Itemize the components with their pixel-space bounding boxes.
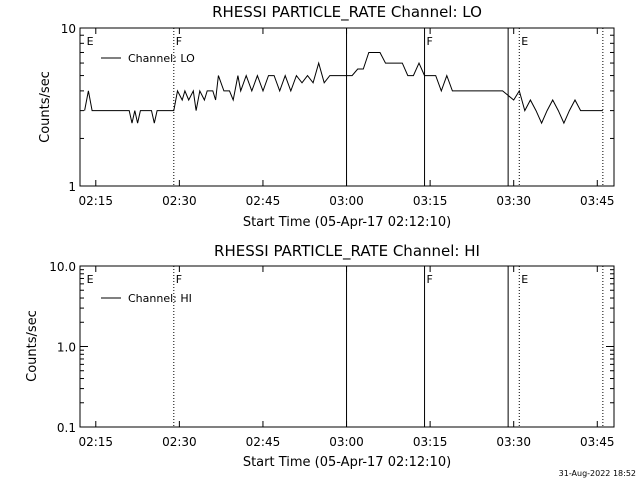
x-tick-label: 02:30 bbox=[162, 194, 197, 208]
event-marker-label: E bbox=[521, 35, 528, 48]
x-tick-label: 02:45 bbox=[246, 435, 281, 449]
y-tick-label: 0.1 bbox=[57, 421, 76, 435]
event-marker-label: F bbox=[427, 35, 433, 48]
panel-lo-legend-label: Channel: LO bbox=[128, 52, 195, 65]
panel-lo-title: RHESSI PARTICLE_RATE Channel: LO bbox=[212, 3, 482, 22]
panel-hi-marks: 02:15 02:30 02:45 03:00 03:15 03:30 03:45 0.1 1.… bbox=[49, 260, 614, 449]
series-line bbox=[84, 52, 603, 125]
panel-lo: RHESSI PARTICLE_RATE Channel: LO 02:15 02… bbox=[38, 3, 615, 230]
x-tick-label: 03:00 bbox=[329, 435, 364, 449]
panel-lo-marks: 02:15 02:30 02:45 03:00 03:15 03:30 03:45 1 10 E F… bbox=[61, 22, 615, 208]
x-tick-label: 03:00 bbox=[329, 194, 364, 208]
panel-hi: RHESSI PARTICLE_RATE Channel: HI 02:15 02… bbox=[25, 242, 615, 470]
x-tick-label: 03:15 bbox=[413, 435, 448, 449]
x-tick-label: 02:30 bbox=[162, 435, 197, 449]
y-tick-label: 10 bbox=[61, 22, 76, 36]
x-tick-label: 03:15 bbox=[413, 194, 448, 208]
x-tick-label: 02:45 bbox=[246, 194, 281, 208]
x-tick-label: 03:30 bbox=[496, 435, 531, 449]
panel-lo-ylabel: Counts/sec bbox=[38, 71, 53, 143]
event-marker-label: F bbox=[176, 273, 182, 286]
x-tick-label: 02:15 bbox=[78, 194, 113, 208]
panel-hi-legend-label: Channel: HI bbox=[128, 292, 192, 305]
x-tick-label: 02:15 bbox=[78, 435, 113, 449]
event-marker-label: F bbox=[427, 273, 433, 286]
panel-hi-title: RHESSI PARTICLE_RATE Channel: HI bbox=[214, 242, 480, 261]
footer-timestamp: 31-Aug-2022 18:52 bbox=[559, 469, 636, 478]
panel-lo-xlabel: Start Time (05-Apr-17 02:12:10) bbox=[243, 215, 451, 230]
panel-hi-xlabel: Start Time (05-Apr-17 02:12:10) bbox=[243, 455, 451, 470]
event-marker-label: E bbox=[87, 273, 94, 286]
x-tick-label: 03:45 bbox=[580, 435, 615, 449]
panel-hi-ylabel: Counts/sec bbox=[25, 310, 40, 382]
x-tick-label: 03:45 bbox=[580, 194, 615, 208]
event-marker-label: F bbox=[176, 35, 182, 48]
event-marker-label: E bbox=[87, 35, 94, 48]
y-tick-label: 1.0 bbox=[57, 341, 76, 355]
y-tick-label: 10.0 bbox=[49, 260, 76, 274]
event-marker-label: E bbox=[521, 273, 528, 286]
x-tick-label: 03:30 bbox=[496, 194, 531, 208]
y-tick-label: 1 bbox=[68, 180, 76, 194]
